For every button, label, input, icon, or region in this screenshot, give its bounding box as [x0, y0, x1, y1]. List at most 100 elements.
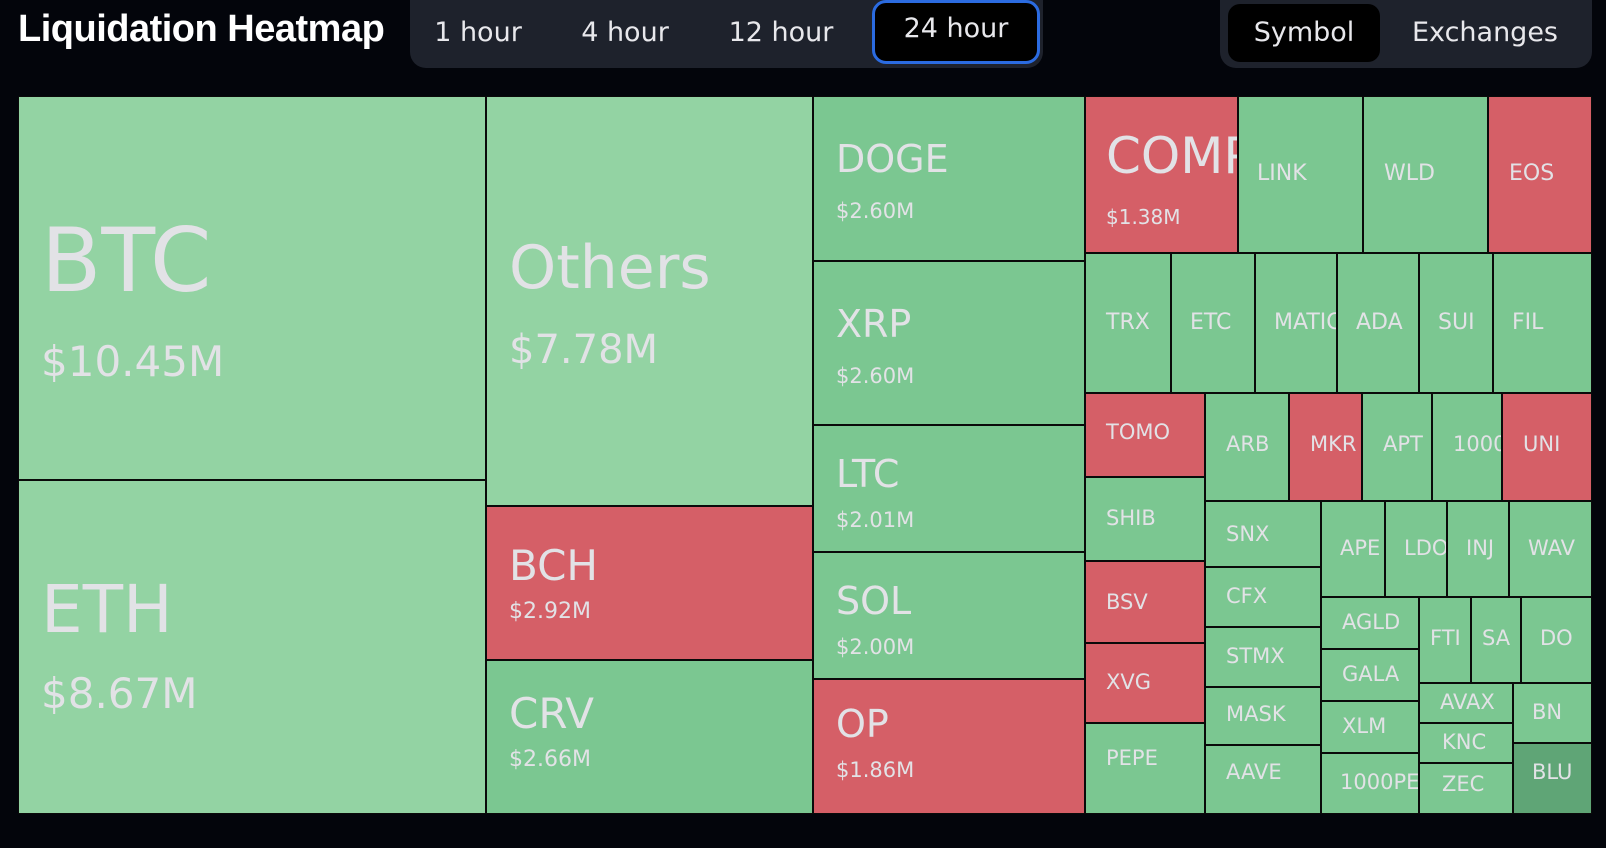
tile-value: $1.38M	[1106, 205, 1181, 229]
tile-symbol: AGLD	[1342, 610, 1401, 634]
tab-24-hour[interactable]: 24 hour	[872, 0, 1040, 64]
tab-4-hour[interactable]: 4 hour	[581, 17, 669, 48]
heatmap-tile-avax[interactable]: AVAX	[1419, 683, 1513, 723]
heatmap-tile-crv[interactable]: CRV $2.66M	[486, 660, 813, 814]
tile-symbol: AAVE	[1226, 760, 1282, 784]
heatmap-tile-fti[interactable]: FTI	[1419, 597, 1471, 683]
heatmap-tile-ape[interactable]: APE	[1321, 501, 1385, 597]
heatmap-tile-sa[interactable]: SA	[1471, 597, 1521, 683]
tab-12-hour[interactable]: 12 hour	[728, 17, 834, 48]
heatmap-tile-mkr[interactable]: MKR	[1289, 393, 1362, 501]
tile-symbol: EOS	[1509, 161, 1555, 186]
heatmap-tile-ldo[interactable]: LDO	[1385, 501, 1447, 597]
liquidation-heatmap: BTC $10.45M ETH $8.67M Others $7.78M BCH…	[18, 96, 1592, 814]
heatmap-tile-1000[interactable]: 1000	[1432, 393, 1502, 501]
tab-symbol[interactable]: Symbol	[1228, 4, 1380, 62]
heatmap-tile-fil[interactable]: FIL	[1493, 253, 1592, 393]
tile-symbol: 1000PE	[1340, 770, 1419, 794]
heatmap-tile-xrp[interactable]: XRP $2.60M	[813, 261, 1085, 425]
heatmap-tile-apt[interactable]: APT	[1362, 393, 1432, 501]
tile-symbol: BCH	[509, 541, 598, 590]
heatmap-tile-agld[interactable]: AGLD	[1321, 597, 1419, 649]
heatmap-tile-ada[interactable]: ADA	[1337, 253, 1419, 393]
tile-symbol: FIL	[1512, 310, 1544, 335]
heatmap-tile-link[interactable]: LINK	[1238, 96, 1363, 253]
heatmap-tile-doge[interactable]: DOGE $2.60M	[813, 96, 1085, 261]
heatmap-tile-etc[interactable]: ETC	[1171, 253, 1255, 393]
heatmap-tile-cfx[interactable]: CFX	[1205, 567, 1321, 627]
heatmap-tile-eos[interactable]: EOS	[1488, 96, 1592, 253]
tile-symbol: DOGE	[836, 137, 949, 181]
heatmap-tile-wld[interactable]: WLD	[1363, 96, 1488, 253]
tab-exchanges[interactable]: Exchanges	[1412, 17, 1558, 48]
tile-value: $2.00M	[836, 635, 915, 659]
tile-symbol: PEPE	[1106, 746, 1158, 770]
tile-symbol: MATIC	[1274, 310, 1337, 335]
heatmap-tile-mask[interactable]: MASK	[1205, 687, 1321, 745]
heatmap-tile-sol[interactable]: SOL $2.00M	[813, 552, 1085, 679]
heatmap-tile-1000pe[interactable]: 1000PE	[1321, 753, 1419, 814]
heatmap-tile-trx[interactable]: TRX	[1085, 253, 1171, 393]
heatmap-tile-knc[interactable]: KNC	[1419, 723, 1513, 763]
heatmap-tile-aave[interactable]: AAVE	[1205, 745, 1321, 814]
tile-symbol: XRP	[836, 302, 912, 346]
heatmap-tile-wav[interactable]: WAV	[1509, 501, 1592, 597]
tile-symbol: CFX	[1226, 584, 1268, 608]
tile-symbol: BLU	[1532, 760, 1573, 784]
tile-symbol: OP	[836, 702, 889, 746]
heatmap-tile-sui[interactable]: SUI	[1419, 253, 1493, 393]
view-selector: Symbol Exchanges	[1220, 0, 1592, 68]
tile-symbol: LTC	[836, 452, 900, 496]
heatmap-tile-op[interactable]: OP $1.86M	[813, 679, 1085, 814]
tile-symbol: FTI	[1430, 626, 1461, 650]
tile-symbol: GALA	[1342, 662, 1400, 686]
tile-symbol: AVAX	[1440, 690, 1495, 714]
heatmap-tile-blu[interactable]: BLU	[1513, 743, 1592, 814]
heatmap-tile-bch[interactable]: BCH $2.92M	[486, 506, 813, 660]
tile-symbol: SA	[1482, 626, 1511, 650]
heatmap-tile-gala[interactable]: GALA	[1321, 649, 1419, 701]
tile-symbol: SHIB	[1106, 506, 1156, 530]
tile-symbol: STMX	[1226, 644, 1285, 668]
heatmap-tile-stmx[interactable]: STMX	[1205, 627, 1321, 687]
tile-symbol: ETH	[41, 571, 173, 648]
heatmap-tile-matic[interactable]: MATIC	[1255, 253, 1337, 393]
heatmap-tile-xvg[interactable]: XVG	[1085, 643, 1205, 723]
heatmap-tile-zec[interactable]: ZEC	[1419, 763, 1513, 814]
heatmap-tile-snx[interactable]: SNX	[1205, 501, 1321, 567]
heatmap-tile-bsv[interactable]: BSV	[1085, 561, 1205, 643]
tile-symbol: Others	[509, 233, 711, 303]
tile-symbol: CRV	[509, 689, 594, 738]
heatmap-tile-comp[interactable]: COMP $1.38M	[1085, 96, 1238, 253]
heatmap-tile-do[interactable]: DO	[1521, 597, 1592, 683]
tile-symbol: COMP	[1106, 127, 1237, 185]
tile-symbol: XLM	[1342, 714, 1387, 738]
tile-symbol: BSV	[1106, 590, 1148, 614]
tile-value: $2.92M	[509, 599, 591, 624]
heatmap-tile-inj[interactable]: INJ	[1447, 501, 1509, 597]
tile-symbol: ARB	[1226, 432, 1270, 456]
heatmap-tile-btc[interactable]: BTC $10.45M	[18, 96, 486, 480]
heatmap-tile-tomo[interactable]: TOMO	[1085, 393, 1205, 477]
tab-1-hour[interactable]: 1 hour	[434, 17, 522, 48]
tile-symbol: INJ	[1466, 536, 1495, 560]
heatmap-tile-bn[interactable]: BN	[1513, 683, 1592, 743]
heatmap-tile-xlm[interactable]: XLM	[1321, 701, 1419, 753]
heatmap-tile-pepe[interactable]: PEPE	[1085, 723, 1205, 814]
tile-symbol: LDO	[1404, 536, 1447, 560]
tile-symbol: WLD	[1384, 161, 1435, 186]
tile-symbol: BN	[1532, 700, 1563, 724]
tile-symbol: APT	[1383, 432, 1423, 456]
tile-value: $2.60M	[836, 364, 915, 388]
tile-symbol: XVG	[1106, 670, 1152, 694]
heatmap-tile-arb[interactable]: ARB	[1205, 393, 1289, 501]
tile-value: $1.86M	[836, 758, 915, 782]
heatmap-tile-eth[interactable]: ETH $8.67M	[18, 480, 486, 814]
tile-value: $10.45M	[41, 337, 225, 386]
tile-symbol: SNX	[1226, 522, 1270, 546]
tile-symbol: UNI	[1523, 432, 1561, 456]
heatmap-tile-others[interactable]: Others $7.78M	[486, 96, 813, 506]
heatmap-tile-shib[interactable]: SHIB	[1085, 477, 1205, 561]
heatmap-tile-ltc[interactable]: LTC $2.01M	[813, 425, 1085, 552]
heatmap-tile-uni[interactable]: UNI	[1502, 393, 1592, 501]
